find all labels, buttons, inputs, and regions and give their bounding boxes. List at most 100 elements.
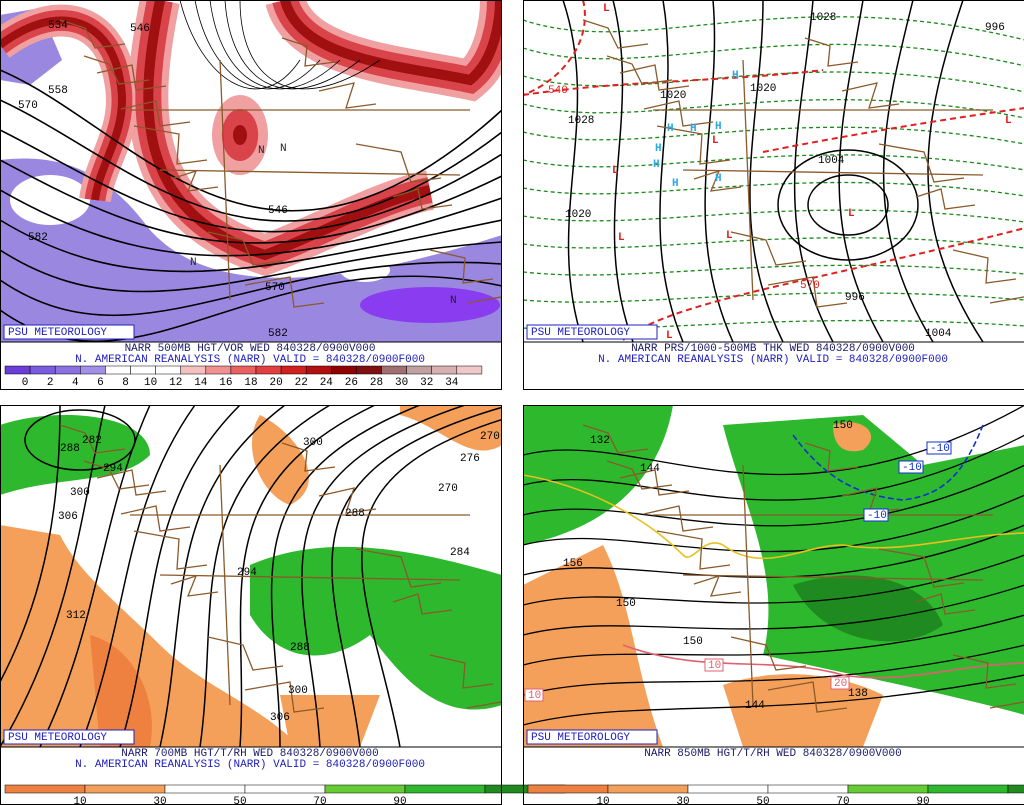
colorbar-cell — [255, 365, 282, 375]
contour-label: 276 — [460, 453, 480, 465]
contour — [361, 418, 502, 747]
contour — [523, 99, 1024, 119]
contour-label: N — [258, 145, 265, 157]
contour-label: H — [667, 123, 674, 135]
contour — [523, 674, 1024, 726]
contour-label: 150 — [833, 420, 853, 432]
colorbar-cell — [527, 784, 609, 794]
political-border — [392, 593, 453, 615]
political-border — [989, 296, 1024, 304]
contour — [0, 405, 61, 684]
political-border — [120, 100, 191, 127]
colorbar-cell — [331, 365, 357, 375]
contour — [0, 159, 502, 244]
contour-label: 282 — [82, 435, 102, 447]
rh-low — [0, 525, 300, 747]
colorbar-cell — [244, 784, 326, 794]
contour-label: H — [672, 178, 679, 190]
political-border — [83, 460, 150, 490]
contour-label: 558 — [48, 85, 68, 97]
badge: PSU METEOROLOGY — [531, 327, 630, 339]
colorbar-label: 4 — [72, 377, 79, 389]
badge-box — [526, 324, 658, 340]
colorbar-cell — [404, 784, 486, 794]
contour-label: 144 — [640, 463, 660, 475]
contour — [882, 0, 934, 342]
contour-label: 300 — [70, 487, 90, 499]
colorbar-cell — [29, 365, 56, 375]
contour — [749, 0, 784, 342]
contour-label: 144 — [745, 700, 765, 712]
political-border — [767, 681, 848, 713]
contour-label: 1020 — [750, 83, 776, 95]
contour-label: H — [732, 70, 739, 82]
political-border — [130, 464, 470, 706]
colorbar-label: 50 — [233, 796, 246, 805]
political-border — [466, 701, 502, 709]
contour-label: L — [848, 208, 855, 220]
panel-title: NARR 700MB HGT/T/RH WED 840328/0900V000 — [121, 748, 378, 760]
contour-label: 1020 — [660, 90, 686, 102]
contour — [523, 464, 1024, 527]
colorbar-cell — [356, 365, 382, 375]
colorbar-label: 10 — [596, 796, 609, 805]
political-border — [653, 59, 993, 301]
political-border — [841, 82, 900, 109]
colorbar-cell — [607, 784, 689, 794]
vorticity-min — [360, 287, 500, 323]
political-border — [466, 296, 502, 304]
colorbar-label: 50 — [756, 796, 769, 805]
badge-box — [3, 324, 135, 340]
political-border — [693, 574, 742, 597]
contour — [523, 237, 1024, 249]
political-border — [582, 424, 649, 454]
contour-label: 570 — [800, 280, 820, 292]
political-border — [656, 530, 731, 570]
isotherm — [792, 424, 984, 501]
contour-label: L — [726, 230, 733, 242]
colorbar-cell — [105, 365, 131, 375]
political-border — [170, 574, 219, 597]
colorbar-label: 30 — [153, 796, 166, 805]
badge-box — [3, 729, 135, 745]
badge: PSU METEOROLOGY — [8, 732, 107, 744]
label-box — [926, 441, 952, 455]
political-border — [207, 231, 284, 266]
political-border — [244, 276, 325, 308]
contour — [838, 0, 884, 342]
contour — [0, 219, 502, 273]
colorbar-label: 90 — [393, 796, 406, 805]
contour — [523, 554, 1024, 606]
contour-label: 1004 — [818, 155, 845, 167]
contour-label: 1028 — [568, 115, 594, 127]
colorbar-cell — [155, 365, 181, 375]
contour — [239, 0, 381, 90]
political-border — [606, 460, 673, 490]
rh-high — [250, 546, 502, 710]
contour-label: 1028 — [810, 12, 836, 24]
colorbar-label: 30 — [395, 377, 408, 389]
contour — [0, 241, 502, 293]
political-border — [730, 636, 807, 671]
contour — [523, 264, 1024, 276]
political-border — [120, 505, 191, 532]
contour-label: N — [450, 295, 457, 307]
map-panel: 150 132 144 156 150 150 144 138 -10 -10 -10 10 20 10 P… — [523, 405, 1024, 805]
contour-label: 270 — [438, 483, 458, 495]
panel-title: NARR 500MB HGT/VOR WED 840328/0900V000 — [125, 343, 376, 355]
colorbar-cell — [927, 784, 1009, 794]
contour-label: 540 — [548, 85, 568, 97]
political-border — [429, 654, 494, 689]
isobar — [777, 149, 919, 261]
contour-label: -10 — [902, 462, 922, 474]
colorbar-label: 16 — [219, 377, 232, 389]
contour — [0, 405, 106, 747]
contour-label: L — [712, 135, 719, 147]
colorbar-cell — [1007, 784, 1024, 794]
rh-low — [833, 422, 872, 452]
contour — [159, 405, 286, 747]
contour — [523, 181, 1024, 197]
colorbar-label: 22 — [295, 377, 308, 389]
rh-low — [523, 545, 663, 747]
